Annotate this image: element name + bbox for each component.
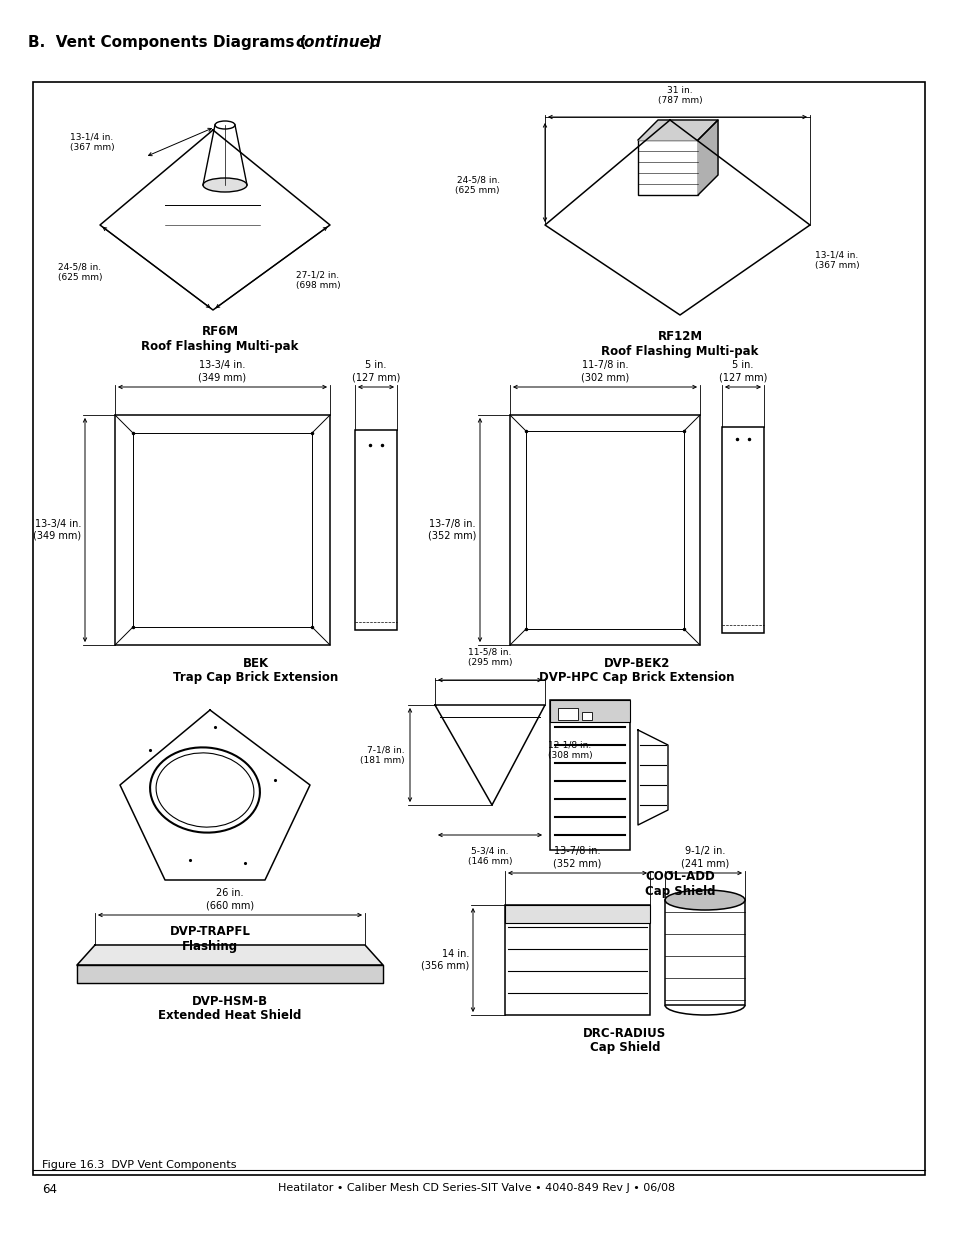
Text: 24-5/8 in.
(625 mm): 24-5/8 in. (625 mm) <box>58 262 102 282</box>
Text: 13-7/8 in.
(352 mm): 13-7/8 in. (352 mm) <box>553 846 601 868</box>
Bar <box>33 82 924 1174</box>
Text: Flashing: Flashing <box>182 940 238 953</box>
Bar <box>550 700 629 850</box>
Text: 13-1/4 in.
(367 mm): 13-1/4 in. (367 mm) <box>70 132 114 152</box>
Text: Roof Flashing Multi-pak: Roof Flashing Multi-pak <box>141 340 298 353</box>
Text: 11-7/8 in.
(302 mm): 11-7/8 in. (302 mm) <box>580 361 628 382</box>
Text: Heatilator • Caliber Mesh CD Series-SIT Valve • 4040-849 Rev J • 06/08: Heatilator • Caliber Mesh CD Series-SIT … <box>278 1183 675 1193</box>
Text: 13-7/8 in.
(352 mm): 13-7/8 in. (352 mm) <box>427 519 476 541</box>
Polygon shape <box>698 120 718 195</box>
Text: Extended Heat Shield: Extended Heat Shield <box>158 1009 301 1023</box>
Text: DRC-RADIUS: DRC-RADIUS <box>583 1028 666 1040</box>
Text: 31 in.
(787 mm): 31 in. (787 mm) <box>657 85 701 105</box>
Bar <box>558 708 578 720</box>
Text: 14 in.
(356 mm): 14 in. (356 mm) <box>420 950 469 971</box>
Text: 5-3/4 in.
(146 mm): 5-3/4 in. (146 mm) <box>467 847 512 867</box>
Ellipse shape <box>664 890 744 910</box>
Ellipse shape <box>156 753 253 827</box>
Polygon shape <box>77 945 382 965</box>
Text: continued: continued <box>294 35 380 49</box>
Text: DVP-HSM-B: DVP-HSM-B <box>192 995 268 1008</box>
Text: 5 in.
(127 mm): 5 in. (127 mm) <box>718 361 766 382</box>
Ellipse shape <box>150 747 259 832</box>
Bar <box>721 427 763 634</box>
Text: 5 in.
(127 mm): 5 in. (127 mm) <box>352 361 399 382</box>
Text: Cap Shield: Cap Shield <box>644 885 715 898</box>
Bar <box>664 900 744 1005</box>
Bar <box>638 140 698 195</box>
Text: RF12M: RF12M <box>657 330 701 343</box>
Bar <box>355 430 396 630</box>
Text: 64: 64 <box>42 1183 57 1195</box>
Text: 24-5/8 in.
(625 mm): 24-5/8 in. (625 mm) <box>455 175 499 195</box>
Text: Trap Cap Brick Extension: Trap Cap Brick Extension <box>173 671 338 684</box>
Bar <box>115 415 330 645</box>
Text: Figure 16.3  DVP Vent Components: Figure 16.3 DVP Vent Components <box>42 1160 236 1170</box>
Bar <box>510 415 700 645</box>
Polygon shape <box>638 120 718 140</box>
Text: 26 in.
(660 mm): 26 in. (660 mm) <box>206 888 253 910</box>
Text: DVP-BEK2: DVP-BEK2 <box>603 657 670 671</box>
Text: Roof Flashing Multi-pak: Roof Flashing Multi-pak <box>600 345 758 358</box>
Text: 13-3/4 in.
(349 mm): 13-3/4 in. (349 mm) <box>32 519 81 541</box>
Ellipse shape <box>214 121 234 128</box>
Bar <box>581 713 592 720</box>
Text: 13-3/4 in.
(349 mm): 13-3/4 in. (349 mm) <box>198 361 246 382</box>
Text: 13-1/4 in.
(367 mm): 13-1/4 in. (367 mm) <box>814 251 859 269</box>
Text: BEK: BEK <box>243 657 269 671</box>
Ellipse shape <box>203 178 247 191</box>
Polygon shape <box>77 965 382 983</box>
Text: 12-1/8 in.
(308 mm): 12-1/8 in. (308 mm) <box>547 740 592 760</box>
Text: 7-1/8 in.
(181 mm): 7-1/8 in. (181 mm) <box>360 745 405 764</box>
Text: 9-1/2 in.
(241 mm): 9-1/2 in. (241 mm) <box>680 846 728 868</box>
Text: RF6M: RF6M <box>201 325 238 338</box>
Text: DVP-HPC Cap Brick Extension: DVP-HPC Cap Brick Extension <box>538 671 734 684</box>
Bar <box>504 905 649 1015</box>
Bar <box>550 700 629 722</box>
Text: ): ) <box>368 35 375 49</box>
Text: 27-1/2 in.
(698 mm): 27-1/2 in. (698 mm) <box>295 270 340 290</box>
Text: B.  Vent Components Diagrams (: B. Vent Components Diagrams ( <box>28 35 306 49</box>
Text: COOL-ADD: COOL-ADD <box>644 869 714 883</box>
Bar <box>504 905 649 923</box>
Text: DVP-TRAPFL: DVP-TRAPFL <box>170 925 251 939</box>
Text: Cap Shield: Cap Shield <box>589 1041 659 1053</box>
Text: 11-5/8 in.
(295 mm): 11-5/8 in. (295 mm) <box>467 647 512 667</box>
